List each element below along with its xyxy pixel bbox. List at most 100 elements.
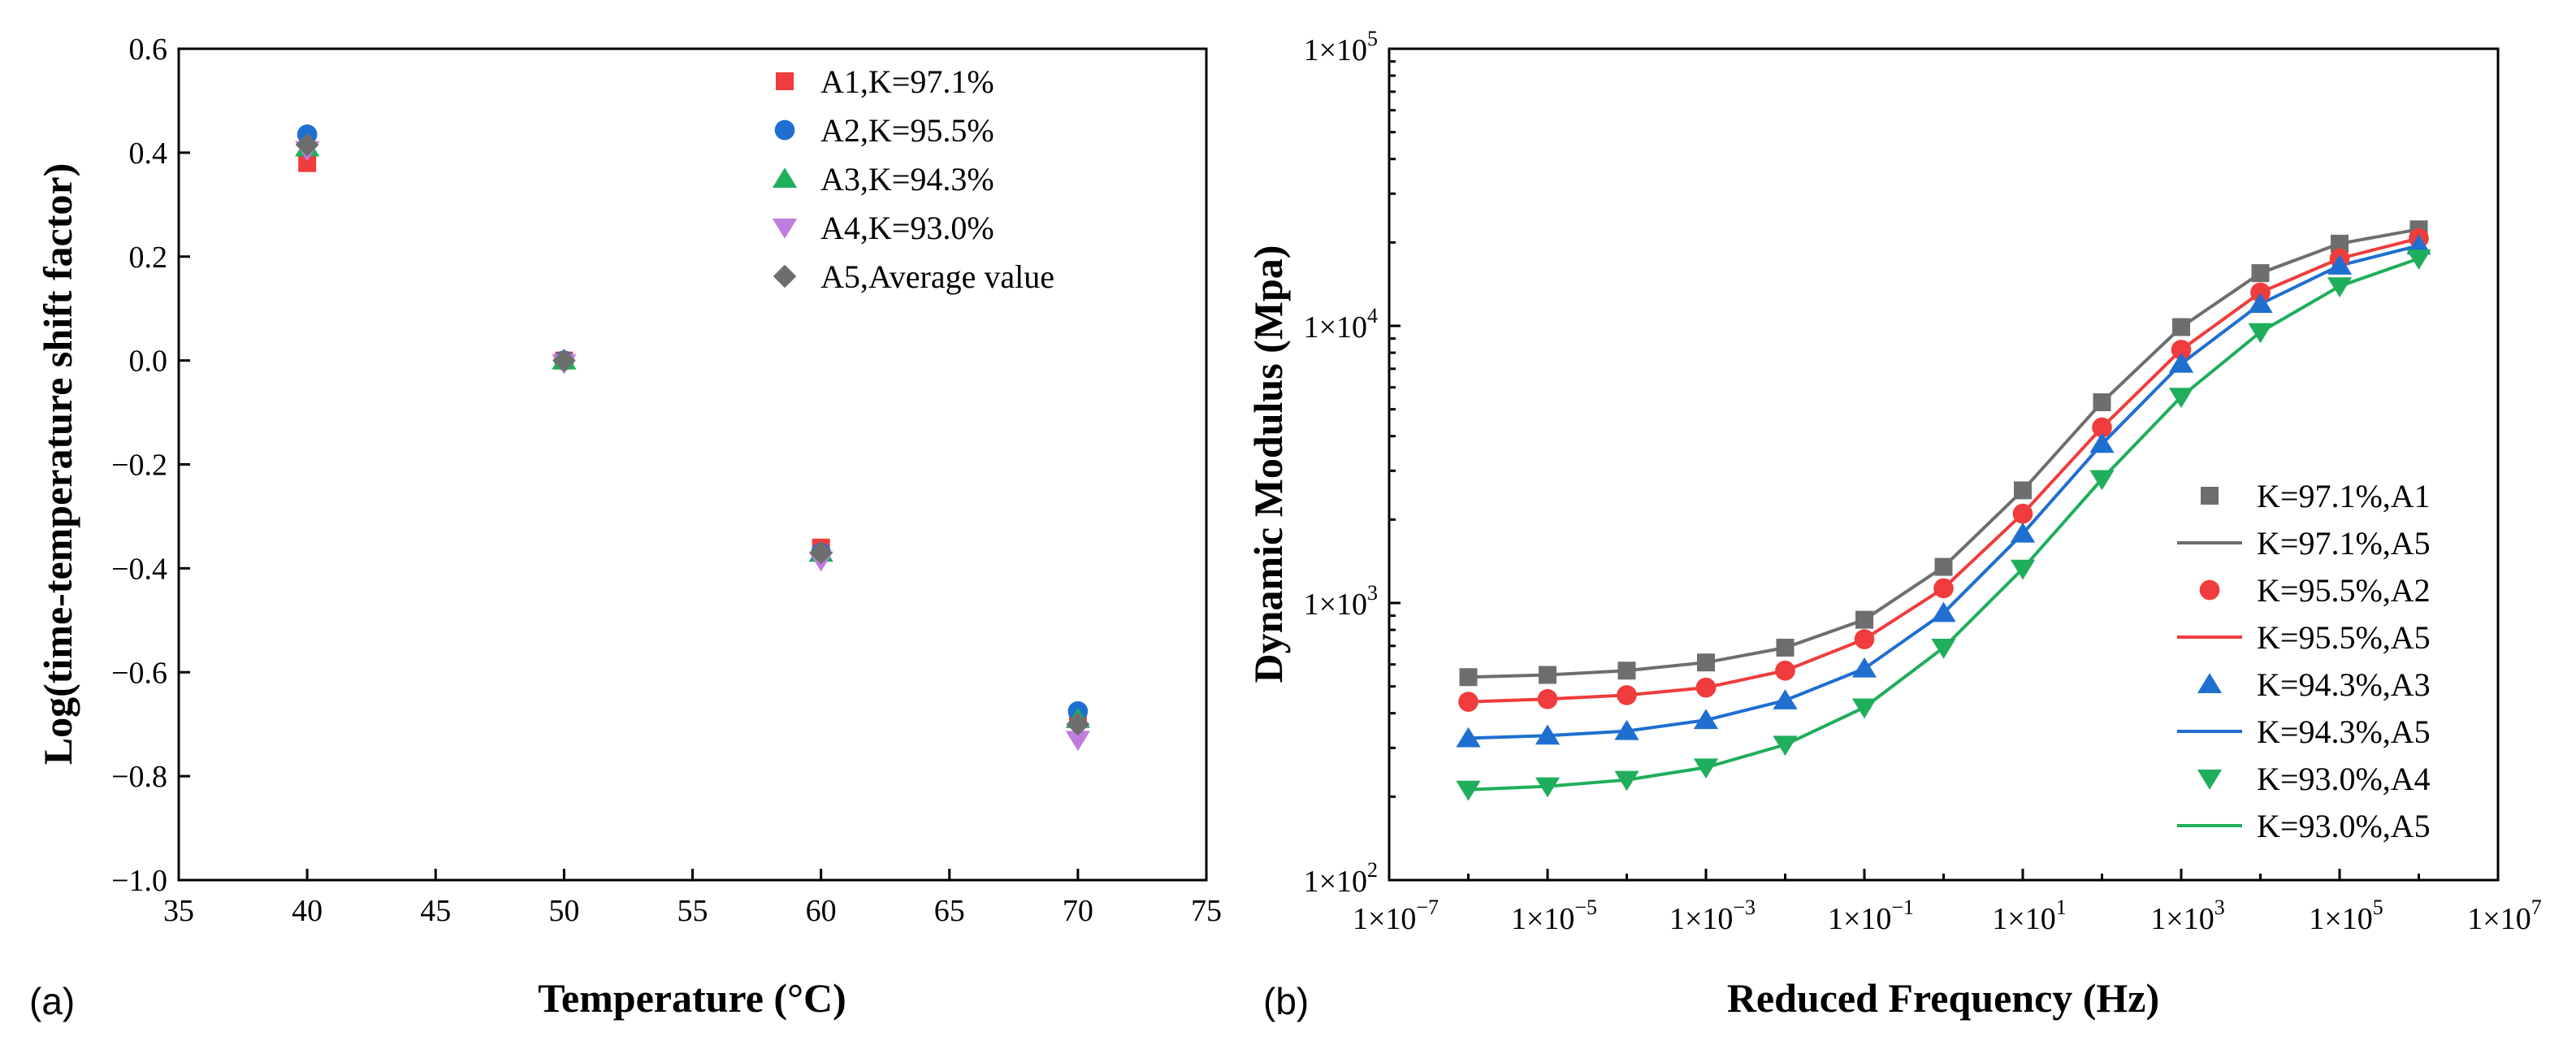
panel-b-x-tick-label: 1×10−5 [1511,896,1597,936]
panel-a-y-tick-label: −0.4 [111,552,167,586]
panel-b-label: (b) [1263,980,1309,1022]
panel-b-point-square [2251,264,2270,283]
panel-b-legend-label: K=93.0%,A4 [2257,761,2431,797]
panel-a-x-tick-label: 65 [934,894,965,928]
panel-a-x-tick-label: 50 [548,894,579,928]
panel-b-point-circle [1933,578,1954,599]
panel-a-y-tick-label: 0.6 [129,33,168,67]
panel-b-legend-marker [2197,770,2223,790]
panel-b-point-triangle-up [1693,709,1719,730]
panel-b-point-triangle-up [2327,254,2353,275]
panel-b-point-circle [1537,688,1558,709]
panel-b-legend-label: K=95.5%,A5 [2257,619,2431,656]
panel-b-point-square [1934,557,1953,576]
panel-a-legend-marker [774,119,795,141]
panel-a-legend-label: A3,K=94.3% [820,161,994,197]
panel-b-point-square [1855,610,1873,629]
panel-b-legend-label: K=97.1%,A5 [2257,525,2431,562]
panel-a-x-tick-label: 40 [292,894,323,928]
panel-a-x-ticks: 35 40 45 50 55 60 65 70 75 [163,869,1222,928]
panel-b-point-triangle-down [1851,698,1877,719]
panel-b-point-square [1459,668,1478,687]
panel-a-y-axis-title: Log(time-temperature shift factor) [35,163,80,765]
panel-b-plot-frame [1388,47,2500,882]
panel-b-point-square [1776,638,1795,657]
panel-a-y-tick-label: 0.2 [129,241,168,275]
panel-b-x-tick-label: 1×10−1 [1828,896,1914,936]
panel-b-point-square [2093,393,2111,412]
panel-b-point-circle [2171,340,2192,360]
panel-b-point-square [1617,661,1636,680]
panel-a-y-tick-label: −0.6 [111,656,167,690]
panel-b-chart: 1×10−7 1×10−5 1×10−3 1×10−1 1×101 1×103 1×105 1… [1245,27,2542,1022]
panel-b-point-triangle-down [1931,638,1956,659]
panel-a-y-tick-label: −0.2 [111,449,167,483]
panel-a-legend-label: A2,K=95.5% [820,112,994,149]
panel-b-x-tick-label: 1×107 [2467,896,2541,936]
panel-b-x-tick-label: 1×105 [2309,896,2383,936]
panel-b-point-triangle-down [2010,559,2036,580]
panel-b-y-tick-label: 1×103 [1304,581,1378,622]
panel-a-legend-marker [772,167,798,188]
panel-b-point-triangle-down [2406,249,2431,270]
panel-b-y-tick-label: 1×102 [1304,858,1378,899]
panel-a-legend: A1,K=97.1% A2,K=95.5% A3,K=94.3% A4,K=93.0%… [772,63,1054,295]
panel-a-point-diamond [295,132,319,157]
panel-b-legend-label: K=97.1%,A1 [2257,478,2431,514]
panel-a-x-tick-label: 75 [1191,894,1222,928]
panel-b-x-tick-label: 1×10−7 [1353,896,1439,936]
panel-b-legend-marker [2199,579,2220,601]
panel-b-point-triangle-up [2089,432,2115,453]
panel-a-chart: 35 40 45 50 55 60 65 70 75 0.6 0.4 0.2 0.0 −0.2 −0.4 −… [29,33,1222,1022]
panel-b-legend-label: K=94.3%,A5 [2257,714,2431,750]
panel-a-x-axis-title: Temperature (°C) [538,975,846,1021]
panel-a-point-square [298,154,317,172]
panel-b-point-triangle-down [2168,388,2194,408]
panel-a-x-tick-label: 35 [163,894,194,928]
panel-b-legend-label: K=95.5%,A2 [2257,572,2431,609]
panel-a-x-tick-label: 60 [806,894,837,928]
panel-a-y-tick-label: −0.8 [111,760,167,794]
panel-a-legend-label: A1,K=97.1% [820,63,994,100]
panel-b-y-tick-label: 1×105 [1304,27,1378,67]
panel-b-point-circle [1695,677,1717,698]
panel-a-legend-marker [776,72,794,90]
panel-b-point-triangle-up [1773,689,1798,709]
panel-b-point-triangle-down [2248,323,2273,344]
panel-b-x-tick-label: 1×10−3 [1669,896,1756,936]
panel-a-point-triangle-down [1065,731,1090,752]
panel-a-legend-marker [773,264,797,288]
panel-b-data-series [1456,220,2431,801]
panel-b-y-axis-title: Dynamic Modulus (Mpa) [1245,245,1291,683]
panel-b-point-circle [1458,692,1478,712]
panel-b-point-triangle-down [1693,758,1719,779]
panel-b-point-square [1697,653,1715,672]
panel-b-legend-marker [2197,673,2223,693]
panel-b-x-axis-title: Reduced Frequency (Hz) [1727,975,2159,1021]
panel-a-y-tick-label: −1.0 [111,864,167,898]
panel-b-x-ticks: 1×10−7 1×10−5 1×10−3 1×10−1 1×101 1×103 1×105 1… [1353,869,2542,936]
panel-a-y-tick-label: 0.0 [129,345,168,379]
panel-b-point-triangle-down [1535,777,1561,798]
panel-b-legend: K=97.1%,A1 K=97.1%,A5 K=95.5%,A2 K=95.5%,A5… [2177,478,2431,844]
panel-b-point-triangle-up [1931,601,1956,622]
panel-b-point-triangle-down [1614,770,1639,792]
panel-a-y-tick-label: 0.4 [129,137,168,171]
panel-b-point-circle [1775,660,1795,681]
panel-b-point-square [1539,666,1556,684]
panel-a-point-diamond [809,540,833,565]
panel-b-legend-marker [2201,487,2219,505]
panel-b-legend-label: K=94.3%,A3 [2257,666,2431,703]
panel-b-point-circle [2250,282,2271,303]
panel-b-point-triangle-down [1456,780,1481,801]
panel-a-legend-marker [772,219,798,239]
panel-b-point-triangle-up [2010,522,2036,543]
panel-a-data-points [295,124,1090,752]
panel-a-label: (a) [29,980,75,1022]
panel-b-point-square [2014,481,2032,500]
panel-a-x-tick-label: 55 [678,894,708,928]
panel-b-x-tick-label: 1×103 [2150,896,2224,936]
panel-b-x-tick-label: 1×101 [1992,896,2066,936]
panel-b-point-circle [2012,503,2033,524]
panel-b-point-triangle-up [1535,724,1561,745]
